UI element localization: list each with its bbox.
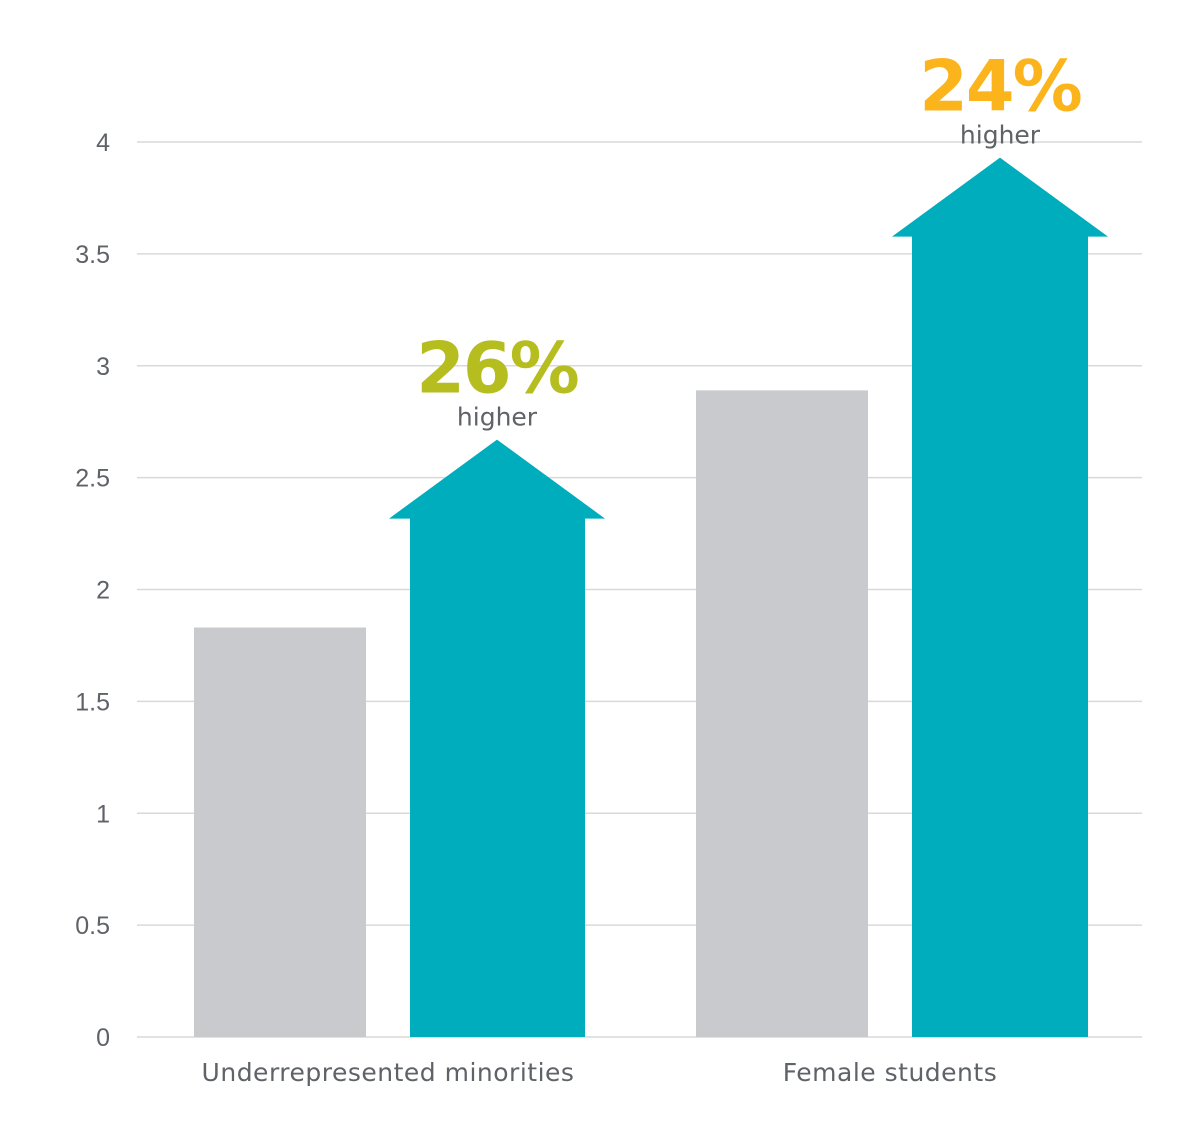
bar-baseline <box>696 390 868 1037</box>
y-tick-label: 3 <box>96 353 110 381</box>
arrows <box>389 157 1108 1038</box>
percent-annotation: 24% <box>919 46 1081 128</box>
bars <box>194 390 868 1037</box>
category-label: Female students <box>783 1058 997 1087</box>
y-tick-label: 2.5 <box>75 465 110 493</box>
y-tick-label: 1 <box>96 800 110 828</box>
y-tick-label: 2 <box>96 577 110 605</box>
higher-annotation: higher <box>960 121 1041 150</box>
bar-arrow <box>389 439 605 1037</box>
category-labels: Underrepresented minorities Female studen… <box>202 1058 997 1087</box>
higher-annotation: higher <box>457 403 538 432</box>
bar-baseline <box>194 627 366 1037</box>
y-axis-ticks: 0 0.5 1 1.5 2 2.5 3 3.5 4 <box>75 129 110 1052</box>
percent-annotation: 26% <box>416 328 578 410</box>
y-tick-label: 0 <box>96 1024 110 1052</box>
y-tick-label: 4 <box>96 129 110 157</box>
category-label: Underrepresented minorities <box>202 1058 575 1087</box>
bar-arrow <box>892 157 1108 1038</box>
y-tick-label: 3.5 <box>75 241 110 269</box>
y-tick-label: 1.5 <box>75 688 110 716</box>
y-tick-label: 0.5 <box>75 912 110 940</box>
